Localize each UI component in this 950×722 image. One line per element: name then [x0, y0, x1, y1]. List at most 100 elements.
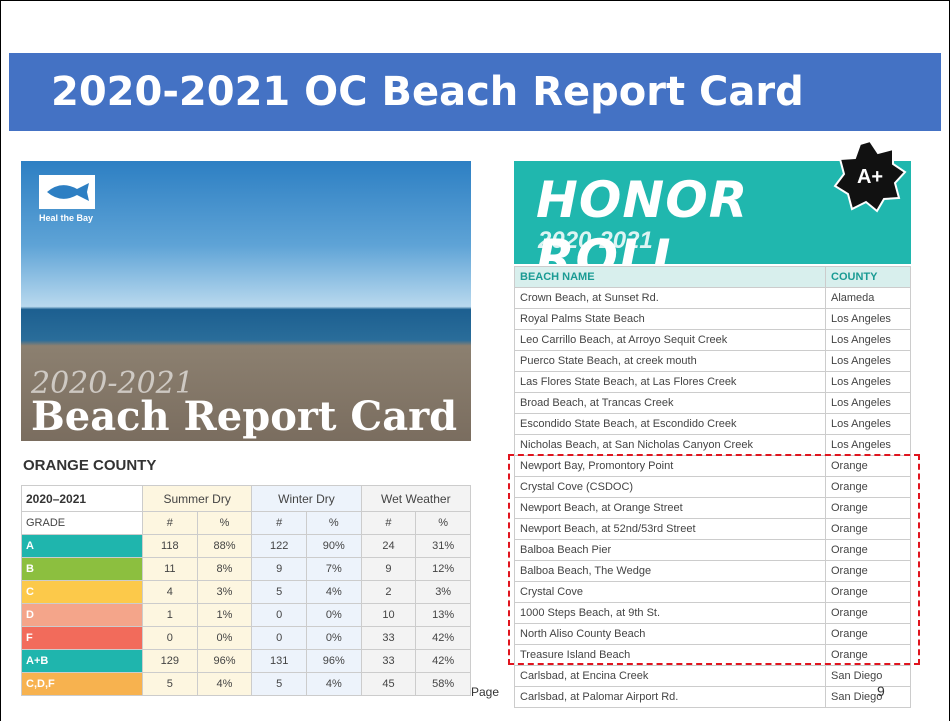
table-cell: Los Angeles [826, 309, 911, 330]
table-cell: 7% [306, 558, 361, 581]
table-cell: 31% [416, 535, 471, 558]
badge-label: A+ [857, 166, 883, 188]
table-cell: Los Angeles [826, 393, 911, 414]
grade-label: B [22, 558, 143, 581]
table-cell: 12% [416, 558, 471, 581]
page-label: Page [471, 685, 499, 699]
badge: A+ [833, 139, 907, 213]
table-cell: 8% [197, 558, 252, 581]
table-cell: 2 [361, 581, 416, 604]
subheader-cell: % [306, 512, 361, 535]
table-cell: 1% [197, 604, 252, 627]
grade-label: C,D,F [22, 673, 143, 696]
subheader-cell: # [252, 512, 307, 535]
table-cell: 4% [306, 581, 361, 604]
table-cell: 96% [197, 650, 252, 673]
table-cell: 118 [143, 535, 198, 558]
subheader-cell: % [197, 512, 252, 535]
table-cell: Las Flores State Beach, at Las Flores Cr… [515, 372, 826, 393]
table-cell: 9 [361, 558, 416, 581]
subheader-cell: % [416, 512, 471, 535]
subheader-cell: # [143, 512, 198, 535]
table-cell: Nicholas Beach, at San Nicholas Canyon C… [515, 435, 826, 456]
beach-row: Royal Palms State BeachLos Angeles [515, 309, 911, 330]
beach-row: Nicholas Beach, at San Nicholas Canyon C… [515, 435, 911, 456]
table-cell: 3% [416, 581, 471, 604]
subheader-cell: # [361, 512, 416, 535]
subheader-row: GRADE#%#%#% [22, 512, 471, 535]
table-cell: 33 [361, 650, 416, 673]
table-cell: 45 [361, 673, 416, 696]
table-cell: 0% [306, 604, 361, 627]
table-cell: Royal Palms State Beach [515, 309, 826, 330]
table-cell: 4 [143, 581, 198, 604]
table-cell: 0% [306, 627, 361, 650]
column-header: Wet Weather [361, 486, 470, 512]
table-cell: Los Angeles [826, 414, 911, 435]
table-cell: Los Angeles [826, 330, 911, 351]
table-cell: 13% [416, 604, 471, 627]
column-header: BEACH NAME [515, 267, 826, 288]
table-cell: 129 [143, 650, 198, 673]
table-cell: 9 [252, 558, 307, 581]
brand: Heal the Bay [39, 213, 93, 223]
table-cell: San Diego [826, 687, 911, 708]
table-cell: 33 [361, 627, 416, 650]
title-bar: 2020-2021 OC Beach Report Card [9, 53, 941, 131]
table-cell: 42% [416, 650, 471, 673]
table-cell: 3% [197, 581, 252, 604]
table-cell: 88% [197, 535, 252, 558]
table-cell: Los Angeles [826, 435, 911, 456]
grade-label: C [22, 581, 143, 604]
grade-label: A [22, 535, 143, 558]
table-cell: Crown Beach, at Sunset Rd. [515, 288, 826, 309]
table-cell: Alameda [826, 288, 911, 309]
table-cell: 4% [197, 673, 252, 696]
table-cell: Escondido State Beach, at Escondido Cree… [515, 414, 826, 435]
beach-row: Crown Beach, at Sunset Rd.Alameda [515, 288, 911, 309]
beach-row: Escondido State Beach, at Escondido Cree… [515, 414, 911, 435]
page-number: 9 [877, 683, 885, 699]
column-header: COUNTY [826, 267, 911, 288]
table-cell: 90% [306, 535, 361, 558]
beach-row: Las Flores State Beach, at Las Flores Cr… [515, 372, 911, 393]
logo [39, 175, 95, 209]
beach-row: Puerco State Beach, at creek mouthLos An… [515, 351, 911, 372]
table-cell: 5 [252, 673, 307, 696]
cover-title: Beach Report Card [31, 393, 457, 440]
column-header: 2020–2021 [22, 486, 143, 512]
table-cell: 42% [416, 627, 471, 650]
table-cell: 0 [143, 627, 198, 650]
beach-row: Carlsbad, at Palomar Airport Rd.San Dieg… [515, 687, 911, 708]
grade-label: A+B [22, 650, 143, 673]
table-cell: 10 [361, 604, 416, 627]
table-cell: San Diego [826, 666, 911, 687]
table-cell: Carlsbad, at Encina Creek [515, 666, 826, 687]
cover-image: Heal the Bay 2020-2021 Beach Report Card [21, 161, 471, 441]
grade-label: F [22, 627, 143, 650]
column-header: Winter Dry [252, 486, 361, 512]
table-cell: Leo Carrillo Beach, at Arroyo Sequit Cre… [515, 330, 826, 351]
table-cell: 0 [252, 627, 307, 650]
table-cell: Puerco State Beach, at creek mouth [515, 351, 826, 372]
table-cell: 96% [306, 650, 361, 673]
table-cell: 5 [143, 673, 198, 696]
table-cell: 5 [252, 581, 307, 604]
table-cell: Carlsbad, at Palomar Airport Rd. [515, 687, 826, 708]
slide: 2020-2021 OC Beach Report Card Heal the … [0, 0, 950, 721]
grade-label: D [22, 604, 143, 627]
table-cell: Broad Beach, at Trancas Creek [515, 393, 826, 414]
grade-table: 2020–2021Summer DryWinter DryWet Weather… [21, 485, 471, 696]
table-cell: Los Angeles [826, 351, 911, 372]
table-cell: 122 [252, 535, 307, 558]
section-title: ORANGE COUNTY [23, 457, 156, 474]
